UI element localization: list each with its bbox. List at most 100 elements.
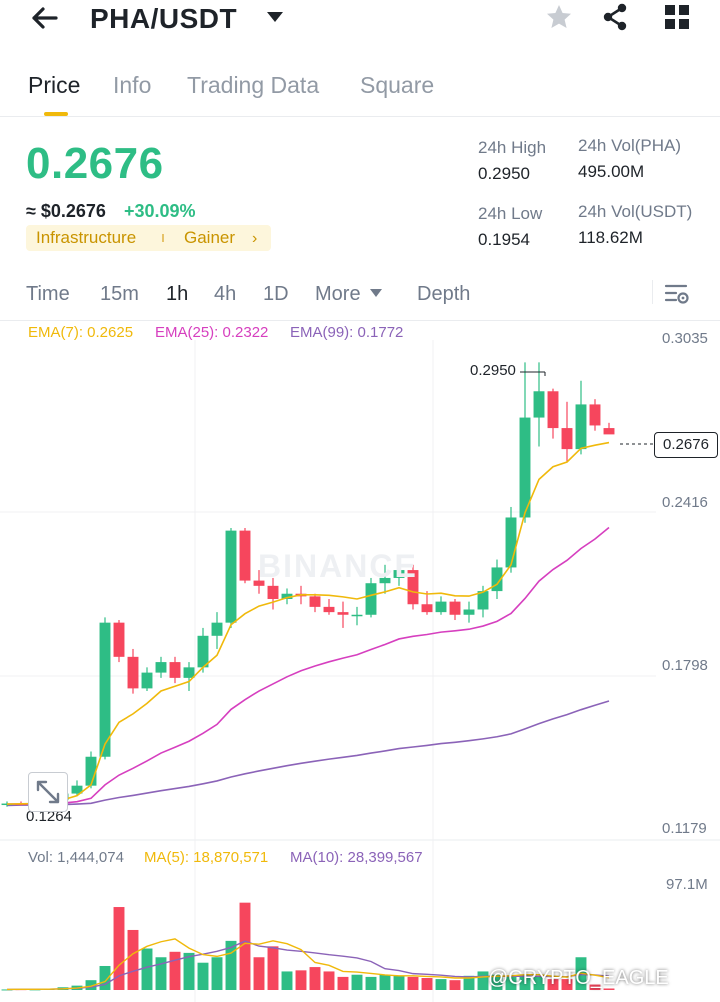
candle-body (323, 606, 335, 613)
candle-body (435, 601, 447, 613)
volume-bar (365, 976, 377, 990)
interval-time[interactable]: Time (26, 283, 70, 305)
tab-square[interactable]: Square (360, 72, 435, 98)
candle-body (505, 517, 517, 568)
candle (141, 667, 153, 692)
candle-body (71, 785, 83, 794)
volume-bar (1, 989, 13, 991)
volume-bar (589, 984, 601, 990)
candle (421, 591, 433, 615)
candle (463, 601, 475, 623)
candle (435, 596, 447, 615)
candle-body (449, 601, 461, 615)
candle (225, 527, 237, 628)
candle (155, 656, 167, 678)
star-icon[interactable] (544, 2, 574, 32)
volume-bar (239, 902, 251, 990)
divider (652, 280, 653, 304)
candle-body (421, 604, 433, 613)
caret-down-icon[interactable] (266, 10, 284, 24)
volume-bar (253, 957, 265, 990)
pair-title[interactable]: PHA/USDT (90, 3, 238, 34)
interval-depth[interactable]: Depth (417, 283, 471, 305)
high-24h-label: 24h High (478, 138, 547, 157)
low-24h-label: 24h Low (478, 204, 543, 223)
vol-quote-value: 118.62M (578, 228, 643, 247)
interval-4h[interactable]: 4h (214, 283, 237, 305)
candle (337, 601, 349, 628)
back-arrow-icon[interactable] (28, 4, 60, 32)
candle (239, 527, 251, 584)
volume-bar (463, 975, 475, 990)
candle (365, 577, 377, 618)
tag-separator (162, 234, 164, 242)
candle (85, 751, 97, 789)
candle (253, 570, 265, 594)
candle-body (463, 609, 475, 615)
volume-bar (323, 971, 335, 990)
tab-price[interactable]: Price (28, 72, 81, 98)
tab-trading-data[interactable]: Trading Data (187, 72, 320, 98)
candle-body (603, 428, 615, 435)
ema99-line (6, 700, 610, 807)
volume-bar (421, 977, 433, 990)
share-icon[interactable] (600, 2, 630, 32)
interval-15m[interactable]: 15m (100, 283, 139, 305)
price-chart[interactable] (0, 320, 720, 1002)
candle (379, 564, 391, 594)
high-24h-value: 0.2950 (478, 164, 530, 183)
vol-base-label: 24h Vol(PHA) (578, 136, 681, 155)
chart-grid (0, 340, 720, 1002)
expand-icon[interactable] (28, 772, 68, 812)
candle (477, 585, 489, 618)
volume-bar (407, 976, 419, 990)
candle (351, 606, 363, 626)
candle-body (547, 391, 559, 429)
candle-body (477, 591, 489, 610)
grid-icon[interactable] (664, 4, 690, 30)
candle-body (127, 656, 139, 689)
volume-bar (449, 980, 461, 990)
tag-gainer[interactable]: Gainer (184, 228, 236, 247)
tag-bar[interactable]: Infrastructure Gainer › (26, 225, 271, 251)
volume-bar (477, 971, 489, 990)
candle-body (197, 635, 209, 668)
volume-max-tick: 97.1M (666, 876, 708, 893)
candle-body (351, 614, 363, 617)
interval-1h[interactable]: 1h (166, 283, 189, 305)
candle-body (337, 612, 349, 615)
volume-bar (211, 957, 223, 990)
candle-body (99, 622, 111, 757)
candle (589, 399, 601, 431)
chart-settings-icon[interactable] (664, 282, 690, 306)
volume-bar (113, 907, 125, 990)
volume-bar (561, 979, 573, 990)
candle (197, 627, 209, 673)
volume-bar (533, 975, 545, 990)
candle-body (253, 580, 265, 586)
top-bar: PHA/USDT (0, 0, 720, 44)
candle (127, 648, 139, 694)
candle-body (225, 530, 237, 623)
tag-infrastructure[interactable]: Infrastructure (36, 228, 137, 247)
binance-watermark: BINANCE (258, 548, 418, 584)
candle-body (141, 672, 153, 689)
high-marker-label: 0.2950 (470, 362, 516, 379)
volume-bar (603, 988, 615, 990)
caret-down-icon[interactable] (370, 289, 382, 298)
candle-body (491, 567, 503, 592)
interval-more[interactable]: More (315, 283, 361, 305)
candle-body (169, 662, 181, 678)
candle (449, 598, 461, 621)
candle-body (575, 404, 587, 450)
vol-quote-label: 24h Vol(USDT) (578, 202, 693, 221)
y-tick: 0.1179 (662, 820, 707, 837)
candle-body (589, 404, 601, 426)
current-price-tag: 0.2676 (654, 432, 718, 458)
candle-body (309, 596, 321, 607)
ema7-legend: EMA(7): 0.2625 (28, 324, 134, 341)
interval-1d[interactable]: 1D (263, 283, 289, 305)
tab-info[interactable]: Info (113, 72, 152, 98)
chevron-right-icon[interactable]: › (252, 230, 258, 247)
usd-price: ≈ $0.2676 (26, 201, 106, 221)
